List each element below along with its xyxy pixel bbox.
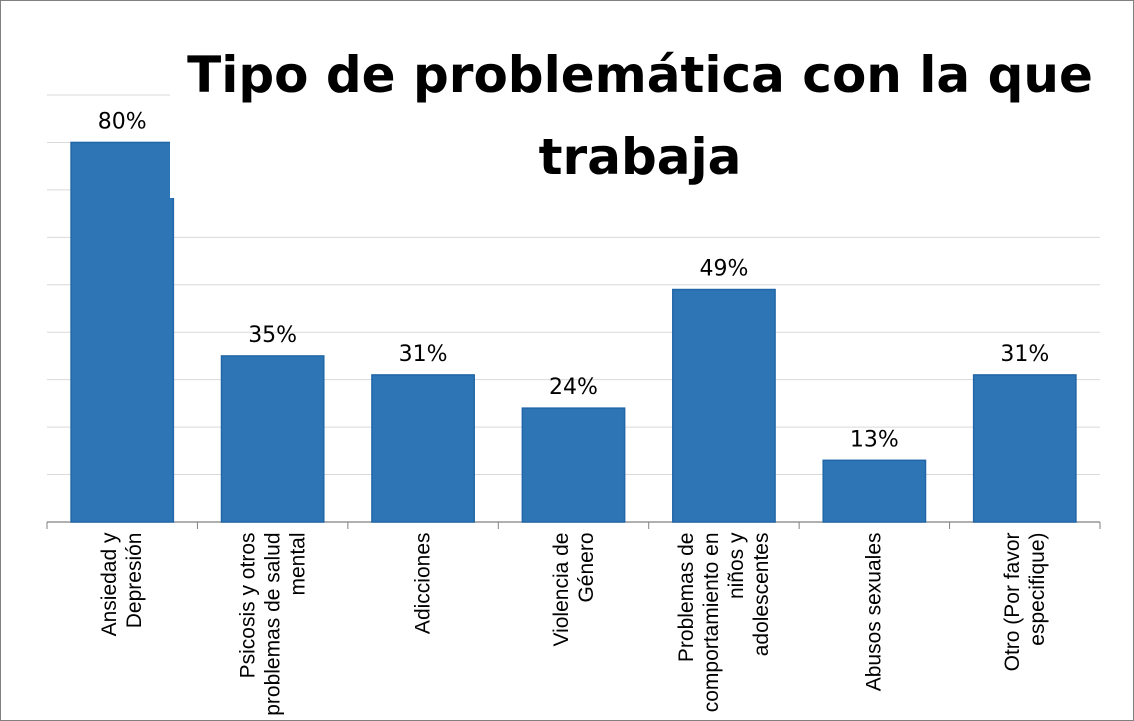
x-tick-label: Ansiedad y Depresión [98, 532, 147, 637]
x-tick-label: Abusos sexuales [862, 532, 886, 692]
data-label: 31% [1000, 342, 1049, 367]
data-label: 80% [98, 109, 147, 134]
x-tick-label: Problemas de comportamiento en niños y a… [674, 532, 773, 713]
x-tick-label: Psicosis y otros problemas de salud ment… [236, 532, 310, 716]
x-tick-label: Otro (Por favor especifique) [1000, 532, 1049, 672]
x-tick-label: Violencia de Género [549, 532, 598, 647]
data-label: 49% [699, 257, 748, 282]
data-label: 35% [248, 323, 297, 348]
data-label: 13% [850, 427, 899, 452]
data-label: 31% [399, 342, 448, 367]
data-label: 24% [549, 375, 598, 400]
bar [672, 288, 776, 523]
bar [220, 355, 325, 523]
bar [521, 407, 626, 523]
bar [70, 141, 175, 523]
bar [822, 459, 927, 523]
x-tick-label: Adicciones [411, 532, 435, 635]
chart-title: Tipo de problemática con la que trabaja [170, 34, 1110, 198]
bar [972, 374, 1077, 523]
bar [371, 374, 475, 523]
